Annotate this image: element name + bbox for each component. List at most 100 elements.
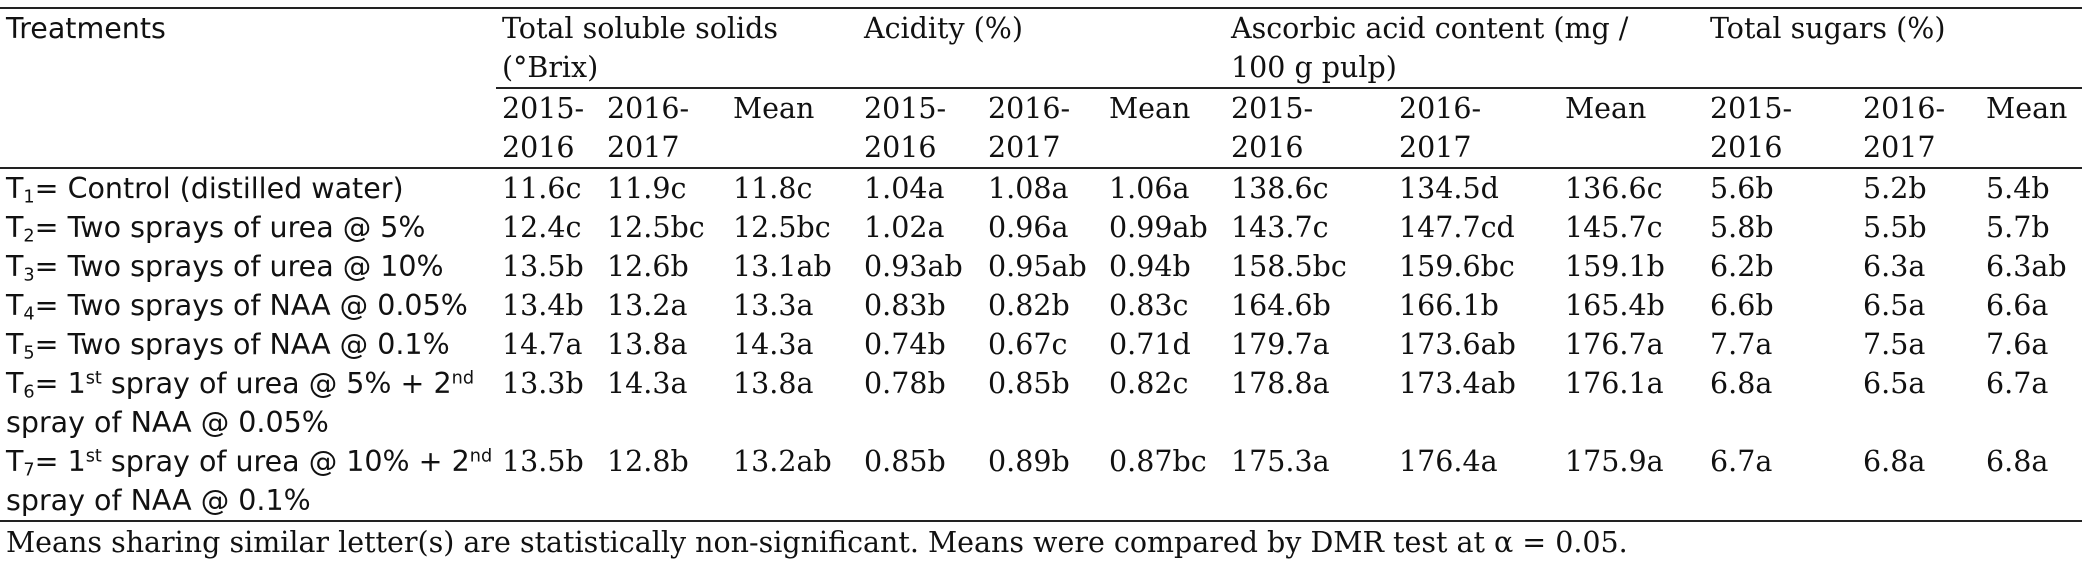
value-cell: 173.4ab (1399, 367, 1516, 400)
value-cell: 134.5d (1393, 167, 1559, 208)
value-cell: 0.82c (1109, 367, 1189, 400)
year-header-cell: 2016- 2017 (1857, 87, 1981, 168)
treatment-text: = Two sprays of urea @ 5% (34, 211, 426, 244)
table-row: T4= Two sprays of NAA @ 0.05% 13.4b 13.2a 1… (0, 286, 2082, 325)
treatment-text: spray of urea @ 10% + 2 (101, 445, 470, 478)
group-header-row: Treatments Total soluble solids (°Brix) A… (0, 7, 2082, 88)
treatment-code: T (6, 289, 24, 322)
value-cell: 13.3b (502, 367, 584, 400)
value-cell: 13.1ab (733, 250, 832, 283)
year-header-cell: Mean (1980, 87, 2082, 168)
treatment-text: = Control (distilled water) (34, 172, 404, 205)
value-cell: 11.9c (601, 167, 727, 208)
value-cell: 145.7c (1565, 211, 1663, 244)
value-cell: 0.83c (1109, 289, 1189, 322)
treatments-header-spacer (0, 88, 496, 168)
value-cell: 6.5a (1863, 367, 1926, 400)
year-header-line1: 2016- (607, 92, 690, 125)
value-cell: 147.7cd (1399, 211, 1515, 244)
footnote: Means sharing similar letter(s) are stat… (6, 526, 1628, 559)
year-header-line2: 2017 (1863, 131, 1936, 164)
value-cell: 6.7a (1704, 442, 1858, 522)
value-cell: 12.5bc (733, 211, 831, 244)
treatment-superscript: nd (469, 446, 493, 467)
value-cell: 5.4b (1980, 167, 2082, 208)
value-cell: 175.9a (1559, 442, 1705, 522)
value-cell: 1.08a (982, 167, 1103, 208)
treatment-subscript: 1 (23, 187, 35, 208)
treatment-cell: T1= Control (distilled water) (0, 167, 496, 208)
treatment-subscript: 2 (23, 226, 35, 247)
group-header-acidity: Acidity (%) (858, 7, 1225, 88)
treatment-cell: T4= Two sprays of NAA @ 0.05% (0, 286, 496, 325)
value-cell: 12.8b (601, 442, 727, 522)
year-header-row: 2015- 2016 2016- 2017 Mean 2015- 2016 2016- 2017… (0, 87, 2082, 168)
value-cell: 5.2b (1857, 167, 1981, 208)
treatment-text: = 1 (34, 445, 86, 478)
value-cell: 164.6b (1231, 289, 1331, 322)
value-cell: 5.5b (1863, 211, 1927, 244)
value-cell: 138.6c (1225, 167, 1393, 208)
year-header-line1: 2015- (864, 92, 947, 125)
value-cell: 6.8a (1980, 442, 2082, 522)
value-cell: 5.7b (1986, 211, 2050, 244)
treatment-superscript: st (85, 446, 102, 467)
treatment-text: spray of urea @ 5% + 2 (101, 367, 452, 400)
year-header-line1: 2016- (1399, 92, 1482, 125)
value-cell: 1.02a (864, 211, 945, 244)
year-header-cell: 2015- 2016 (858, 87, 982, 168)
value-cell: 6.8a (1710, 367, 1773, 400)
group-label-line2: 100 g pulp) (1231, 51, 1397, 84)
treatments-header: Treatments (0, 7, 496, 88)
value-cell: 13.4b (502, 289, 584, 322)
year-header-cell: 2016- 2017 (601, 87, 727, 168)
value-cell: 0.74b (864, 328, 946, 361)
table-row: T3= Two sprays of urea @ 10% 13.5b 12.6b 13… (0, 247, 2082, 286)
year-header-cell: Mean (1103, 87, 1225, 168)
value-cell: 0.83b (864, 289, 946, 322)
treatment-text: spray of NAA @ 0.05% (6, 406, 329, 439)
treatment-subscript: 6 (23, 382, 35, 403)
table-row: T5= Two sprays of NAA @ 0.1% 14.7a 13.8a 14… (0, 325, 2082, 364)
value-cell: 14.3a (607, 367, 688, 400)
value-cell: 13.2ab (727, 442, 858, 522)
value-cell: 0.85b (988, 367, 1070, 400)
value-cell: 159.6bc (1399, 250, 1515, 283)
year-header-cell: 2015- 2016 (496, 87, 601, 168)
year-header-line1: 2015- (1231, 92, 1314, 125)
treatment-cell: T2= Two sprays of urea @ 5% (0, 208, 496, 247)
year-header-cell: 2016- 2017 (1393, 87, 1559, 168)
value-cell: 0.78b (864, 367, 946, 400)
value-cell: 6.3a (1863, 250, 1926, 283)
value-cell: 159.1b (1565, 250, 1665, 283)
value-cell: 0.71d (1109, 328, 1191, 361)
value-cell: 0.94b (1109, 250, 1191, 283)
value-cell: 13.3a (733, 289, 814, 322)
value-cell: 0.99ab (1109, 211, 1208, 244)
value-cell: 13.5b (496, 442, 601, 522)
value-cell: 5.8b (1710, 211, 1774, 244)
year-header-line1: Mean (1109, 92, 1191, 125)
value-cell: 0.96a (988, 211, 1069, 244)
treatment-superscript: st (85, 368, 102, 389)
year-header-line2: 2017 (988, 131, 1061, 164)
value-cell: 7.6a (1986, 328, 2049, 361)
value-cell: 6.6b (1710, 289, 1774, 322)
treatment-cell: T5= Two sprays of NAA @ 0.1% (0, 325, 496, 364)
value-cell: 7.7a (1710, 328, 1773, 361)
treatment-text: = Two sprays of NAA @ 0.1% (34, 328, 450, 361)
value-cell: 165.4b (1565, 289, 1665, 322)
value-cell: 0.67c (988, 328, 1068, 361)
table-row: T1= Control (distilled water) 11.6c 11.9c 1… (0, 167, 2082, 208)
treatment-code: T (6, 172, 24, 205)
group-header-total-sugars: Total sugars (%) (1704, 7, 2082, 88)
value-cell: 11.8c (727, 167, 858, 208)
table-row: T2= Two sprays of urea @ 5% 12.4c 12.5bc 12… (0, 208, 2082, 247)
year-header-line2: 2017 (1399, 131, 1472, 164)
data-table: Treatments Total soluble solids (°Brix) A… (0, 7, 2082, 522)
year-header-line1: Mean (733, 92, 815, 125)
group-label-line1: Acidity (%) (864, 12, 1023, 45)
group-label-line1: Total soluble solids (502, 12, 778, 45)
value-cell: 0.87bc (1103, 442, 1225, 522)
group-label-line2: (°Brix) (502, 51, 599, 84)
